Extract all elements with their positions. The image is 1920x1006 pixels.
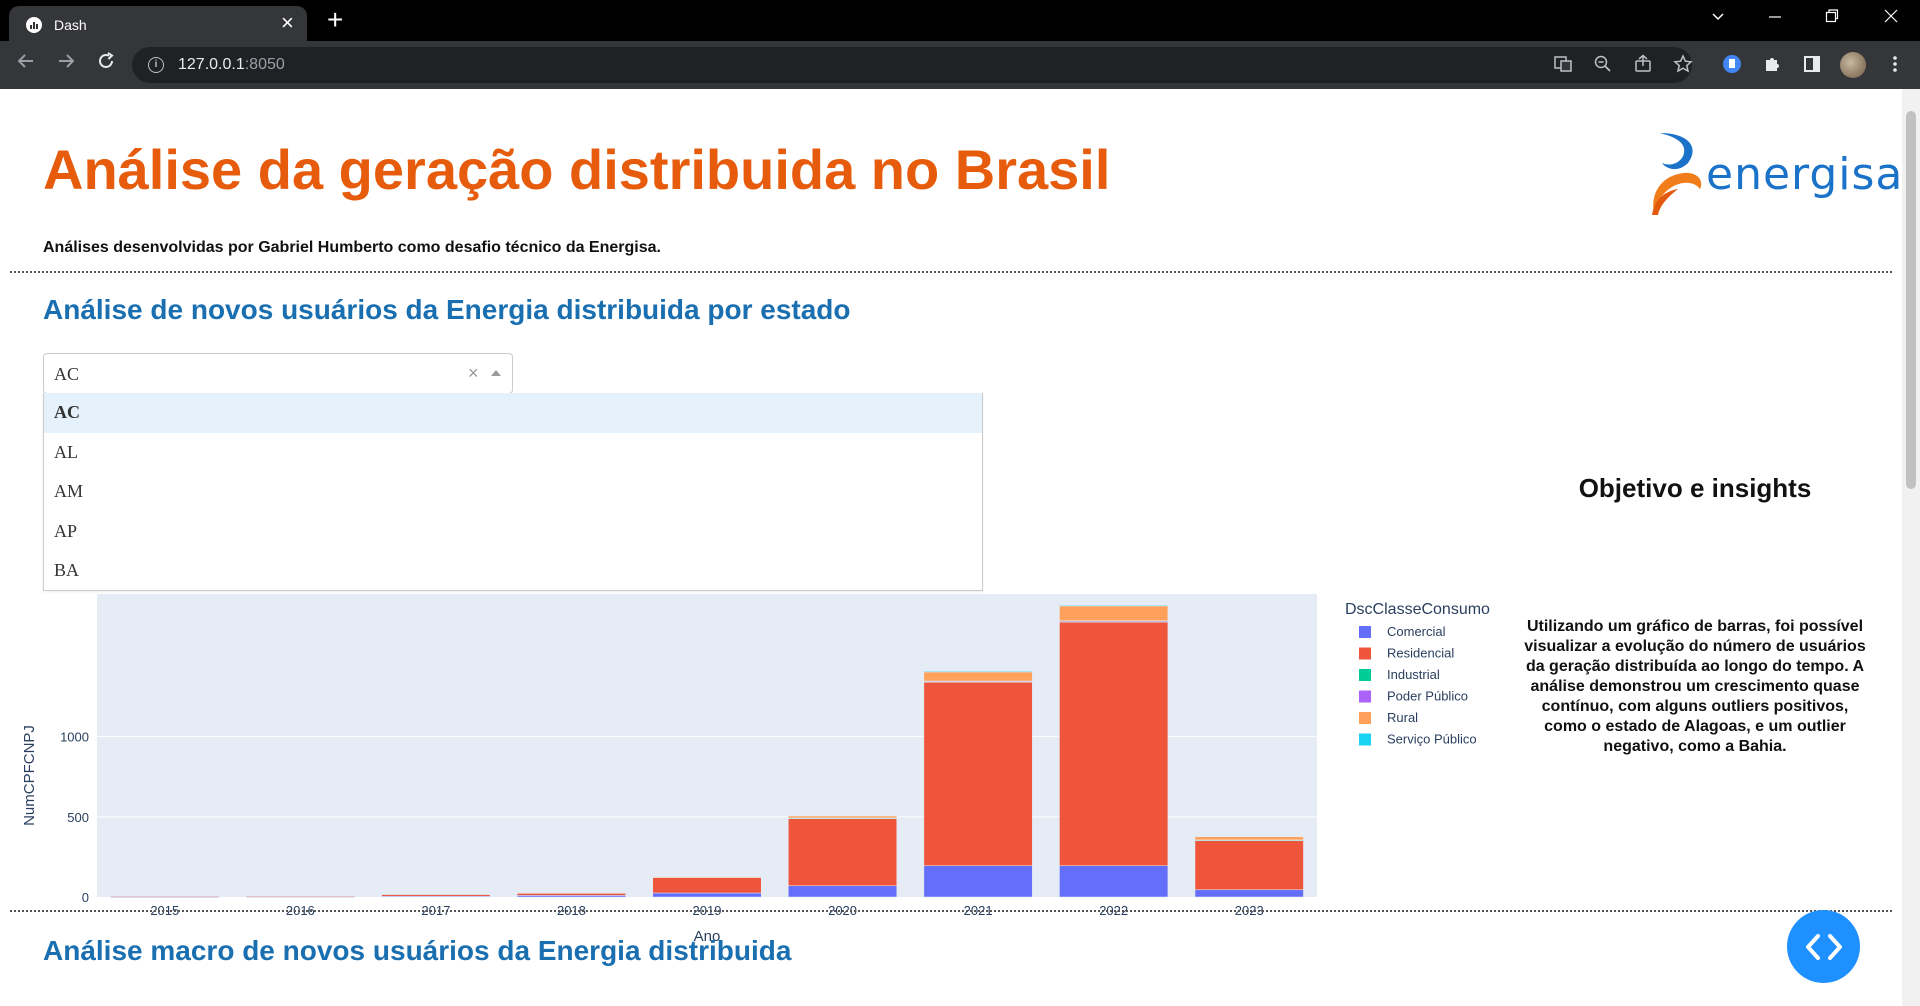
- section-title-macro: Análise macro de novos usuários da Energ…: [43, 935, 792, 966]
- bar-segment: [1194, 889, 1304, 898]
- bar-segment: [516, 892, 626, 894]
- bookmark-star-icon[interactable]: [1672, 54, 1694, 76]
- legend-swatch: [1359, 669, 1371, 681]
- site-info-icon[interactable]: i: [148, 57, 164, 73]
- bar-segment: [923, 671, 1033, 673]
- legend-item: Comercial: [1387, 624, 1446, 639]
- browser-tab[interactable]: Dash ×: [9, 6, 307, 41]
- state-dropdown[interactable]: AC ×: [43, 353, 513, 394]
- dropdown-option-al[interactable]: AL: [54, 441, 78, 462]
- bar-segment: [652, 892, 762, 898]
- bar-segment: [652, 876, 762, 879]
- reload-icon[interactable]: [96, 51, 116, 77]
- x-axis-label: Ano: [694, 928, 721, 945]
- legend-item: Industrial: [1387, 667, 1440, 682]
- page-scrollbar[interactable]: [1902, 89, 1920, 1006]
- menu-kebab-icon[interactable]: [1884, 54, 1906, 76]
- legend-item: Serviço Público: [1387, 732, 1477, 747]
- dropdown-option-am[interactable]: AM: [54, 481, 84, 501]
- bar-segment: [788, 885, 898, 898]
- page-content: Análise da geração distribuida no Brasil…: [0, 89, 1902, 1006]
- bar-segment: [788, 815, 898, 819]
- tab-title: Dash: [54, 17, 87, 33]
- legend-item: Poder Público: [1387, 689, 1468, 704]
- section-divider: [10, 910, 1892, 912]
- y-tick-label: 0: [82, 890, 89, 905]
- legend-swatch: [1359, 712, 1371, 724]
- bar-segment: [652, 877, 762, 894]
- legend-swatch: [1359, 690, 1371, 703]
- section-divider: [10, 271, 1892, 273]
- bar-segment: [1194, 839, 1304, 891]
- scrollbar-thumb[interactable]: [1906, 111, 1916, 489]
- dropdown-option-ba[interactable]: BA: [54, 560, 80, 580]
- extension-docs-icon[interactable]: [1721, 54, 1743, 76]
- dropdown-option-ac[interactable]: AC: [44, 393, 982, 433]
- tab-search-icon[interactable]: [1710, 8, 1726, 28]
- share-icon[interactable]: [1632, 54, 1654, 76]
- insights-text: Utilizando um gráfico de barras, foi pos…: [1524, 618, 1866, 755]
- page-title: Análise da geração distribuida no Brasil: [43, 138, 1111, 201]
- bar-segment: [1059, 865, 1169, 898]
- code-chevrons-icon: [1805, 933, 1842, 960]
- close-window-icon[interactable]: [1884, 8, 1898, 28]
- legend-item: Rural: [1387, 710, 1418, 725]
- bar-segment: [381, 894, 491, 897]
- browser-titlebar: Dash × +: [0, 0, 1920, 41]
- bar-segment: [923, 671, 1033, 682]
- zoom-icon[interactable]: [1592, 54, 1614, 76]
- logo-text: energisa: [1706, 149, 1902, 200]
- restore-icon[interactable]: [1825, 8, 1839, 28]
- bar-segment: [1194, 836, 1304, 841]
- profile-avatar[interactable]: [1840, 52, 1866, 78]
- browser-toolbar: i 127.0.0.1:8050: [0, 41, 1920, 89]
- back-icon[interactable]: [16, 51, 36, 77]
- bar-segment: [923, 865, 1033, 898]
- clear-icon[interactable]: ×: [468, 363, 479, 383]
- energisa-logo: energisa: [1648, 129, 1902, 219]
- bar-segment: [923, 681, 1033, 866]
- bar-chart: 0 500 1000 2015 2016 2017 2018 2019 2020 2021 2022…: [0, 489, 1520, 959]
- bar-segment: [245, 895, 355, 898]
- dropdown-option-ap[interactable]: AP: [54, 520, 78, 541]
- caret-up-icon[interactable]: [491, 370, 501, 376]
- dropdown-selected-value: AC: [54, 364, 80, 384]
- extensions-puzzle-icon[interactable]: [1761, 54, 1783, 76]
- y-axis-label: NumCPFCNPJ: [21, 725, 38, 826]
- y-tick-label: 500: [67, 810, 89, 825]
- url-text: 127.0.0.1:8050: [178, 56, 285, 73]
- legend-swatch: [1359, 733, 1371, 746]
- new-tab-icon[interactable]: +: [327, 4, 344, 35]
- page-subtitle: Análises desenvolvidas por Gabriel Humbe…: [43, 239, 661, 256]
- address-bar[interactable]: i 127.0.0.1:8050: [132, 47, 1694, 83]
- bar-segment: [110, 895, 220, 898]
- dropdown-menu: AC AL AM AP BA: [43, 393, 983, 591]
- side-panel-icon[interactable]: [1801, 54, 1823, 76]
- dev-tools-button[interactable]: [1787, 910, 1860, 983]
- y-tick-label: 1000: [60, 730, 89, 745]
- bar-segment: [1059, 604, 1169, 607]
- bar-segment: [1059, 605, 1169, 622]
- bar-segment: [1059, 621, 1169, 866]
- section-title-estado: Análise de novos usuários da Energia dis…: [43, 294, 851, 325]
- legend-title: DscClasseConsumo: [1345, 601, 1490, 618]
- bar-segment: [788, 818, 898, 887]
- minimize-icon[interactable]: [1768, 8, 1782, 28]
- legend-swatch: [1359, 626, 1371, 638]
- legend-swatch: [1359, 647, 1371, 660]
- translate-icon[interactable]: [1552, 54, 1574, 76]
- tab-close-icon[interactable]: ×: [281, 10, 294, 35]
- legend-item: Residencial: [1387, 646, 1454, 661]
- forward-icon[interactable]: [56, 51, 76, 77]
- dash-favicon-icon: [26, 17, 42, 33]
- insights-title: Objetivo e insights: [1578, 473, 1812, 503]
